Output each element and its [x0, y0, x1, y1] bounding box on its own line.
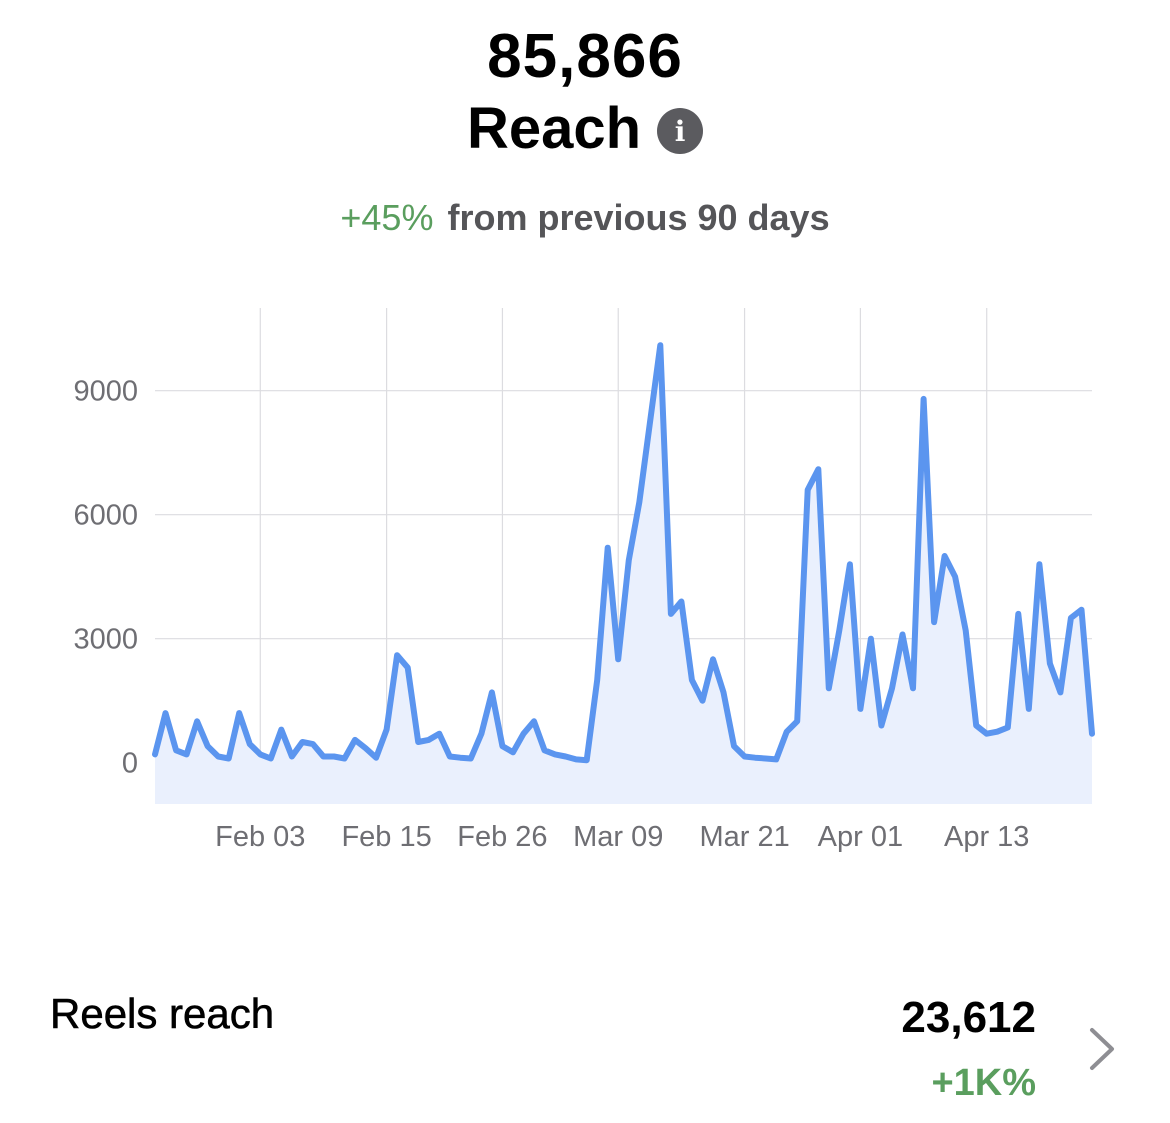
x-tick-label: Feb 15	[341, 821, 431, 853]
chevron-right-icon[interactable]	[1082, 1024, 1122, 1074]
title-row: Reach i	[0, 94, 1170, 164]
reels-reach-delta: +1K%	[931, 1062, 1036, 1104]
y-tick-label: 3000	[73, 624, 138, 656]
comparison-row: +45% from previous 90 days	[0, 196, 1170, 240]
series-line	[152, 342, 1095, 764]
info-icon[interactable]: i	[657, 108, 704, 154]
delta-description: from previous 90 days	[447, 197, 830, 238]
x-tick-label: Feb 26	[457, 821, 547, 853]
x-tick-label: Apr 01	[818, 821, 903, 853]
x-tick-label: Apr 13	[944, 821, 1029, 853]
y-tick-label: 6000	[73, 500, 138, 532]
y-tick-label: 0	[122, 748, 138, 780]
reach-chart[interactable]: 0 3000 6000 9000 Feb 03 Feb 15 Feb 26 Mar 09 Mar…	[0, 290, 1170, 860]
x-tick-label: Mar 09	[573, 821, 663, 853]
x-tick-label: Feb 03	[215, 821, 305, 853]
reach-total-value: 85,866	[487, 22, 683, 91]
page-title: Reach	[466, 96, 642, 161]
reels-reach-value: 23,612	[901, 993, 1036, 1042]
x-tick-label: Mar 21	[699, 821, 789, 853]
y-tick-label: 9000	[73, 376, 138, 408]
reels-reach-label: Reels reach	[50, 990, 275, 1038]
delta-percentage: +45%	[340, 197, 434, 238]
